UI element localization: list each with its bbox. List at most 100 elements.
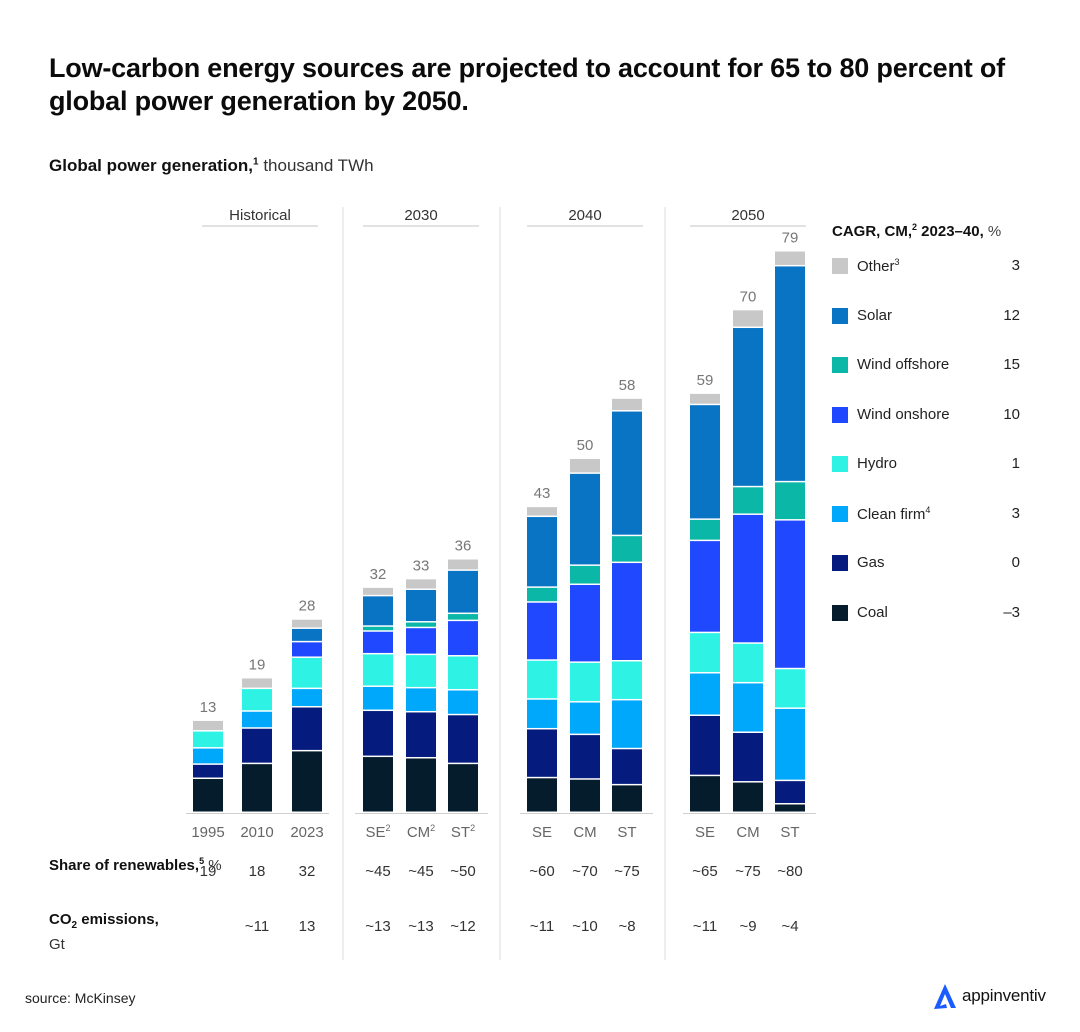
x-tick-label: ST2: [451, 823, 475, 841]
legend-swatch: [832, 456, 848, 472]
chart-subtitle: Global power generation,1 thousand TWh: [49, 156, 374, 176]
legend-label: Gas: [857, 554, 885, 571]
bar-total-label: 19: [249, 656, 266, 673]
bar-segment-clean-firm: [242, 711, 272, 728]
bar-segment-wind-offshore: [363, 626, 393, 631]
bar-segment-coal: [570, 779, 600, 812]
stacked-bar-chart: Historical 13 1995 19 19 2010 18 ~11 28 2023 32 13 2…: [186, 207, 816, 960]
bar-total-label: 59: [697, 372, 714, 389]
x-tick-label: SE: [695, 824, 715, 841]
co2-emissions-value: ~8: [618, 918, 635, 935]
bar-segment-wind-onshore: [527, 602, 557, 660]
legend-label: Wind onshore: [857, 405, 950, 423]
bar-total-label: 33: [413, 557, 430, 574]
bar-segment-other: [527, 507, 557, 516]
bar-segment-clean-firm: [406, 688, 436, 711]
legend-item-clean-firm: Clean firm4 3: [832, 504, 1032, 524]
legend-cagr-value: 10: [1003, 405, 1020, 423]
bar-segment-clean-firm: [363, 686, 393, 710]
bar-segment-clean-firm: [612, 700, 642, 748]
bar-total-label: 43: [534, 485, 551, 502]
bar-segment-hydro: [242, 689, 272, 711]
bar-segment-coal: [292, 751, 322, 812]
renewables-share-value: ~65: [692, 863, 717, 880]
renewables-share-value: ~75: [735, 863, 760, 880]
renewables-share-value: ~80: [777, 863, 802, 880]
legend-item-wind-offshore: Wind offshore 15: [832, 355, 1032, 375]
legend-swatch: [832, 604, 848, 621]
bar-segment-gas: [570, 735, 600, 779]
bar-segment-wind-offshore: [612, 536, 642, 562]
renewables-share-value: 32: [299, 863, 316, 880]
legend-item-gas: Gas 0: [832, 553, 1032, 573]
co2-emissions-value: ~13: [408, 918, 433, 935]
appinventiv-logo-icon: [934, 984, 956, 1009]
bar-segment-hydro: [406, 655, 436, 687]
co2-emissions-value: ~12: [450, 918, 475, 935]
bar-segment-clean-firm: [193, 748, 223, 764]
bar-segment-gas: [193, 764, 223, 778]
bar-segment-other: [292, 619, 322, 628]
bar-segment-solar: [733, 328, 763, 486]
renewables-label-text: Share of renewables,: [49, 857, 200, 874]
bar-segment-hydro: [193, 731, 223, 748]
group-header-label: 2040: [568, 207, 601, 224]
bar-segment-wind-onshore: [570, 585, 600, 662]
bar-segment-coal: [775, 804, 805, 812]
bar-segment-other: [193, 720, 223, 731]
renewables-share-value: ~75: [614, 863, 639, 880]
bar-segment-gas: [292, 707, 322, 750]
bar-segment-solar: [527, 517, 557, 587]
x-tick-label: 2023: [290, 824, 323, 841]
renewables-share-value: 18: [249, 863, 266, 880]
source-note: source: McKinsey: [25, 990, 136, 1006]
bar-segment-other: [733, 310, 763, 327]
bar-segment-gas: [242, 728, 272, 763]
bar-total-label: 79: [782, 230, 799, 247]
co2-emissions-value: ~9: [739, 918, 756, 935]
bar-segment-coal: [363, 757, 393, 812]
bar-segment-hydro: [612, 661, 642, 699]
legend-label: Solar: [857, 306, 893, 324]
legend-cagr-value: 0: [1011, 554, 1020, 571]
co2-emissions-value: 13: [299, 918, 316, 935]
legend-cagr-value: 1: [1011, 455, 1020, 472]
legend-swatch: [832, 555, 848, 571]
legend-swatch: [832, 505, 848, 522]
legend-label: Coal: [857, 603, 888, 621]
brand-logo: appinventiv: [932, 982, 1046, 1010]
renewables-share-value: ~50: [450, 863, 475, 880]
legend-swatch: [832, 307, 848, 324]
bar-total-label: 36: [455, 538, 472, 555]
bar-segment-wind-onshore: [690, 541, 720, 632]
bar-segment-clean-firm: [570, 702, 600, 734]
legend-title-range: 2023–40,: [917, 223, 984, 240]
bar-segment-coal: [193, 779, 223, 812]
x-tick-label: SE2: [365, 823, 390, 841]
bar-segment-hydro: [527, 660, 557, 699]
bar-segment-wind-offshore: [570, 565, 600, 584]
renewables-row-label: Share of renewables,5 %: [49, 852, 222, 875]
x-tick-label: ST: [617, 824, 636, 841]
group-header-label: 2050: [731, 207, 764, 224]
bar-segment-hydro: [570, 662, 600, 702]
bar-segment-wind-onshore: [733, 514, 763, 643]
bar-segment-other: [363, 587, 393, 595]
bar-segment-clean-firm: [527, 699, 557, 728]
co2-label-a: CO: [49, 911, 72, 928]
bar-segment-coal: [242, 764, 272, 812]
bar-segment-gas: [527, 729, 557, 777]
co2-unit: Gt: [49, 936, 65, 953]
x-tick-label: CM: [736, 824, 759, 841]
co2-emissions-value: ~10: [572, 918, 597, 935]
subtitle-bold: Global power generation,: [49, 156, 254, 175]
bar-segment-wind-onshore: [363, 631, 393, 653]
legend-title: CAGR, CM,2 2023–40, %: [832, 222, 1001, 240]
co2-subscript: 2: [71, 920, 78, 931]
bar-segment-solar: [612, 411, 642, 535]
bar-segment-solar: [448, 570, 478, 613]
group-header-label: 2030: [404, 207, 437, 224]
bar-segment-solar: [292, 628, 322, 641]
legend-cagr-value: 12: [1003, 306, 1020, 324]
bar-segment-hydro: [292, 657, 322, 688]
